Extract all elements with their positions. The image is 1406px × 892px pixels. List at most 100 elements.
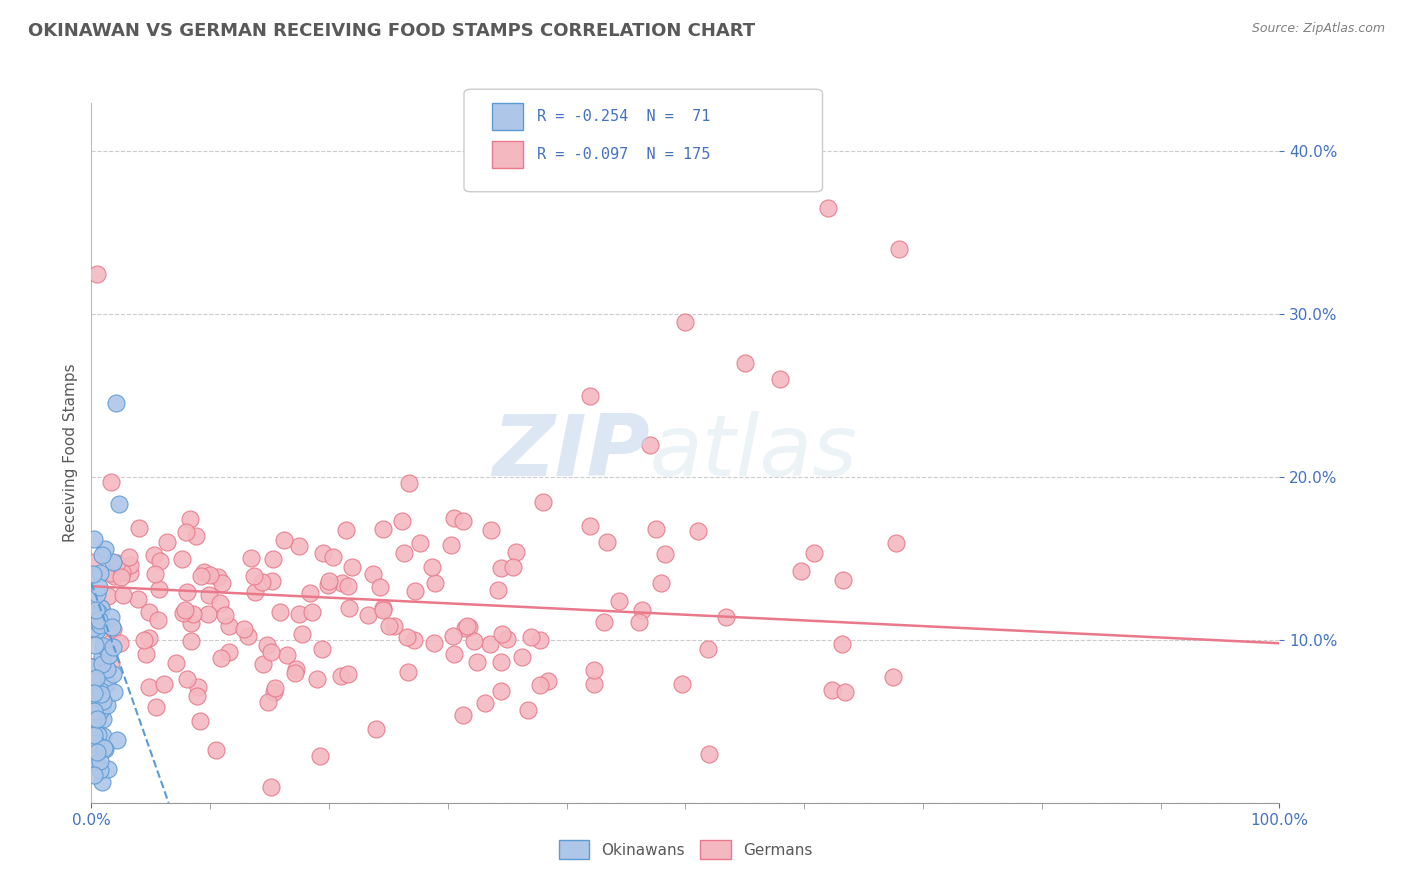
Point: [301, 605, 323, 619]
Point: [273, 533, 295, 548]
Point: [90, 601, 112, 615]
Point: [100, 609, 122, 624]
Point: [86, 756, 108, 771]
Point: [83, 751, 105, 765]
Point: [239, 551, 262, 566]
Point: [834, 685, 856, 699]
Point: [83, 686, 105, 700]
Point: [108, 636, 131, 650]
Point: [582, 664, 605, 678]
Point: [330, 576, 353, 591]
Point: [404, 584, 426, 599]
Point: [165, 656, 187, 670]
Point: [209, 596, 232, 610]
Point: [82, 566, 104, 581]
Point: [90, 684, 112, 698]
Point: [84, 682, 107, 697]
Point: [479, 637, 502, 651]
Point: [80, 660, 103, 674]
Point: [769, 372, 792, 386]
Point: [176, 672, 198, 686]
Point: [654, 547, 676, 561]
Point: [91, 774, 114, 789]
Point: [86, 723, 108, 738]
Point: [260, 644, 283, 658]
Point: [87, 613, 110, 627]
Point: [205, 743, 228, 757]
Point: [103, 640, 125, 654]
Point: [89, 696, 111, 710]
Point: [86, 621, 108, 635]
Point: [638, 437, 661, 451]
Point: [489, 656, 512, 670]
Y-axis label: Receiving Food Stamps: Receiving Food Stamps: [62, 363, 77, 542]
Point: [100, 475, 122, 489]
Text: R = -0.097  N = 175: R = -0.097 N = 175: [537, 147, 710, 161]
Point: [186, 689, 208, 703]
Point: [149, 553, 172, 567]
Point: [183, 607, 205, 621]
Point: [218, 619, 240, 633]
Text: OKINAWAN VS GERMAN RECEIVING FOOD STAMPS CORRELATION CHART: OKINAWAN VS GERMAN RECEIVING FOOD STAMPS…: [28, 22, 755, 40]
Point: [89, 618, 111, 632]
Point: [263, 685, 285, 699]
Point: [135, 647, 157, 661]
Point: [83, 704, 105, 718]
Legend: Okinawans, Germans: Okinawans, Germans: [553, 834, 818, 865]
Point: [179, 512, 201, 526]
Point: [209, 651, 232, 665]
Point: [138, 631, 160, 645]
Point: [336, 579, 359, 593]
Point: [118, 549, 141, 564]
Point: [398, 665, 420, 679]
Point: [91, 639, 114, 653]
Point: [87, 690, 110, 704]
Point: [174, 603, 197, 617]
Point: [316, 578, 339, 592]
Text: R = -0.254  N =  71: R = -0.254 N = 71: [537, 110, 710, 124]
Point: [371, 522, 394, 536]
Point: [128, 521, 150, 535]
Point: [697, 747, 720, 761]
Point: [83, 622, 105, 636]
Point: [821, 682, 844, 697]
Point: [94, 542, 117, 557]
Point: [284, 662, 307, 676]
Point: [889, 242, 911, 256]
Point: [97, 648, 120, 662]
Point: [82, 686, 104, 700]
Point: [357, 608, 380, 623]
Point: [371, 600, 394, 615]
Point: [256, 638, 278, 652]
Point: [252, 657, 274, 671]
Point: [96, 698, 118, 712]
Point: [90, 687, 112, 701]
Point: [311, 642, 333, 657]
Point: [100, 620, 122, 634]
Point: [186, 529, 208, 543]
Point: [80, 607, 103, 622]
Point: [291, 626, 314, 640]
Point: [82, 621, 104, 635]
Point: [404, 632, 426, 647]
Point: [502, 560, 524, 574]
Point: [105, 732, 128, 747]
Point: [86, 712, 108, 726]
Point: [394, 546, 416, 560]
Point: [318, 574, 340, 588]
Point: [260, 574, 283, 589]
Point: [96, 663, 118, 677]
Point: [89, 764, 111, 778]
Point: [111, 565, 134, 579]
Point: [456, 619, 478, 633]
Point: [596, 535, 619, 549]
Point: [218, 645, 240, 659]
Point: [84, 743, 107, 757]
Point: [105, 556, 128, 570]
Point: [101, 622, 124, 636]
Point: [628, 615, 651, 630]
Point: [309, 748, 332, 763]
Point: [322, 549, 344, 564]
Point: [579, 519, 602, 533]
Point: [156, 534, 179, 549]
